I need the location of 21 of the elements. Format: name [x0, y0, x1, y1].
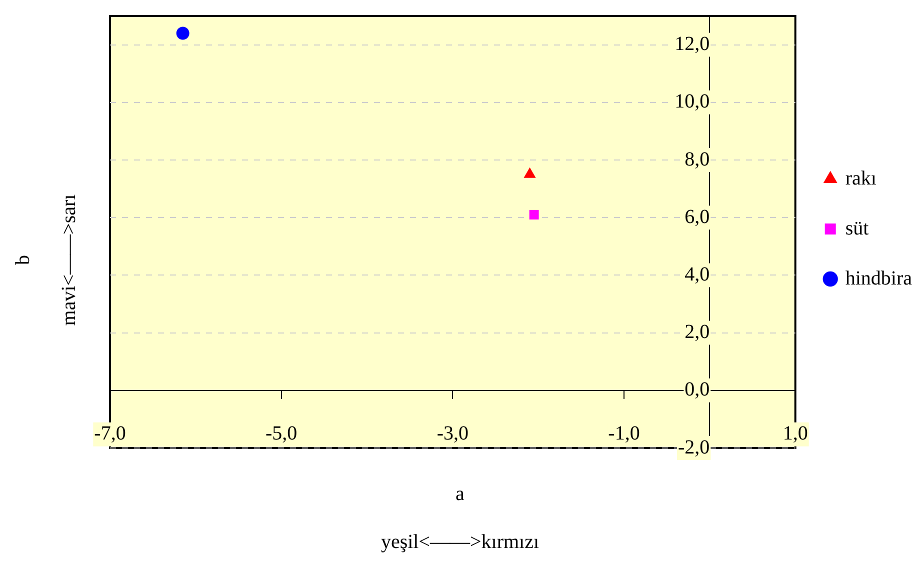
- legend-label: süt: [845, 217, 870, 240]
- text: a yeşil<——>kırmızı: [380, 483, 540, 553]
- x-tick-label: -5,0: [266, 422, 298, 445]
- text: b mavi<——>sarı: [12, 194, 80, 326]
- y-tick-label: 6,0: [684, 206, 710, 228]
- point: [524, 168, 536, 178]
- point: [529, 210, 539, 220]
- x-tick-label: -1,0: [608, 422, 640, 445]
- y-tick-label: 4,0: [684, 263, 710, 286]
- y-tick-label: 8,0: [684, 148, 710, 170]
- y-tick-label: 2,0: [684, 321, 710, 344]
- x-tick-label: -7,0: [94, 422, 126, 445]
- legend-label: hindbira: [845, 267, 912, 290]
- x-tick-label: 1,0: [782, 422, 808, 445]
- y-tick-label: 0,0: [684, 378, 710, 401]
- point: [176, 26, 190, 40]
- y-tick-label: 12,0: [674, 33, 710, 56]
- legend-label: rakı: [845, 167, 877, 190]
- y-tick-label: 10,0: [674, 90, 710, 113]
- x-tick-label: -3,0: [436, 422, 469, 445]
- y-tick-label: -2,0: [678, 436, 710, 458]
